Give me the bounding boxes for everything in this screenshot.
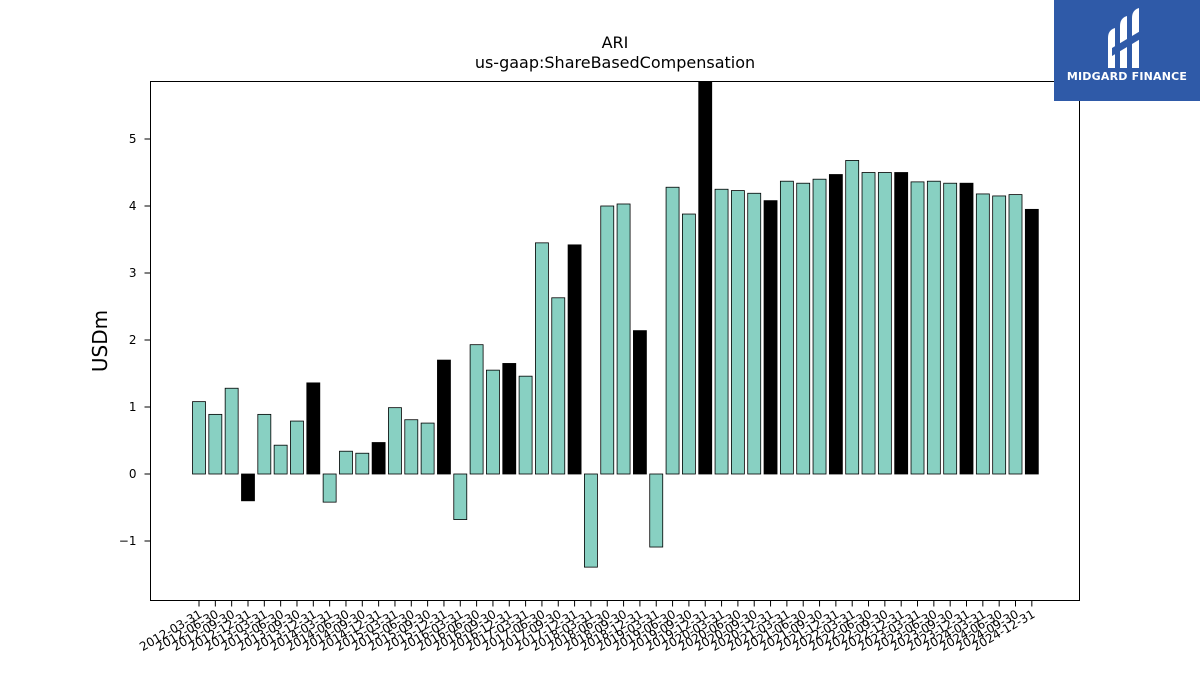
- bar-2019-09-30: [682, 213, 696, 475]
- bar-2017-12-31: [567, 244, 582, 475]
- y-tick-label: 5: [129, 132, 137, 146]
- y-tick-label: 0: [129, 467, 137, 481]
- y-axis: −1 0 1 2 3 4 5: [119, 132, 151, 548]
- bar-2020-06-30: [730, 190, 745, 475]
- bar-2024-09-30: [1008, 194, 1023, 475]
- bar-2015-06-30: [404, 419, 419, 475]
- bar-2014-03-31: [322, 473, 337, 503]
- bar-2022-12-31: [894, 172, 909, 475]
- y-tick-label: 3: [129, 266, 137, 280]
- bar-2012-03-31: [192, 401, 206, 475]
- bar-2018-06-30: [600, 205, 615, 475]
- bar-2019-12-31: [698, 81, 713, 475]
- bar-2023-03-31: [910, 181, 925, 475]
- bar-2021-09-30: [812, 178, 827, 475]
- brand-mark-icon: [1108, 8, 1142, 68]
- y-tick-label: 2: [129, 333, 137, 347]
- bar-2013-06-30: [273, 444, 288, 475]
- bar-2013-03-31: [257, 413, 272, 475]
- bar-2016-12-31: [502, 363, 517, 475]
- bars-group: [192, 81, 1039, 568]
- bar-2017-09-30: [551, 297, 566, 475]
- bar-2020-09-30: [747, 192, 762, 475]
- y-tick-label: 1: [129, 400, 137, 414]
- bar-2017-03-31: [518, 375, 533, 475]
- bar-2021-06-30: [796, 182, 811, 475]
- y-tick-label: −1: [119, 534, 137, 548]
- bar-2019-03-31: [649, 473, 664, 548]
- bar-2021-12-31: [828, 174, 843, 475]
- bar-2020-12-31: [763, 200, 778, 475]
- bar-2015-09-30: [420, 422, 435, 475]
- bar-2016-09-30: [486, 369, 500, 475]
- bar-2024-12-31: [1024, 208, 1039, 475]
- bar-2014-12-31: [371, 442, 386, 475]
- bar-2022-09-30: [877, 172, 892, 475]
- bar-2024-06-30: [992, 195, 1007, 475]
- bar-2024-03-31: [975, 193, 990, 475]
- brand-logo: MIDGARD FINANCE: [1054, 0, 1200, 101]
- bar-2018-03-31: [584, 473, 598, 568]
- bar-2012-09-30: [224, 387, 239, 475]
- brand-name: MIDGARD FINANCE: [1066, 70, 1188, 83]
- bar-2020-03-31: [714, 188, 729, 475]
- bar-2012-06-30: [208, 413, 223, 475]
- bar-2017-06-30: [535, 242, 549, 475]
- bar-2022-06-30: [861, 172, 876, 475]
- bar-2012-12-31: [241, 473, 255, 502]
- chart-title: ARI: [602, 33, 629, 52]
- bar-2018-12-31: [633, 330, 647, 475]
- bar-2013-12-31: [306, 382, 321, 475]
- bar-2016-03-31: [453, 473, 468, 520]
- bar-2023-12-31: [959, 182, 974, 475]
- bar-2016-06-30: [469, 344, 484, 475]
- x-axis: 2012-03-312012-06-302012-09-302012-12-31…: [137, 600, 1037, 654]
- bar-2013-09-30: [290, 420, 304, 475]
- bar-2021-03-31: [779, 180, 794, 475]
- bar-2023-06-30: [926, 180, 941, 475]
- bar-2014-06-30: [339, 450, 353, 475]
- bar-2015-03-31: [388, 407, 402, 475]
- chart-subtitle: us-gaap:ShareBasedCompensation: [475, 53, 755, 72]
- y-axis-label: USDm: [88, 310, 112, 372]
- bar-2019-06-30: [665, 186, 680, 475]
- bar-2022-03-31: [845, 160, 860, 475]
- bar-2014-09-30: [355, 452, 370, 475]
- plot-frame: [150, 81, 1080, 601]
- bar-2023-09-30: [943, 182, 958, 475]
- bar-2018-09-30: [616, 203, 631, 475]
- bar-2015-12-31: [437, 359, 451, 475]
- y-tick-label: 4: [129, 199, 137, 213]
